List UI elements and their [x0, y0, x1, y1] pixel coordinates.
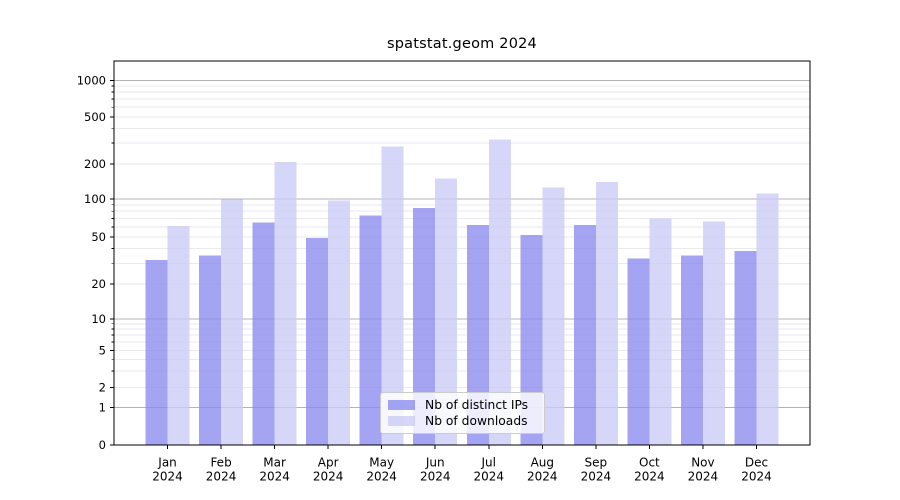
x-tick-label-month-jul: Jul	[481, 456, 496, 470]
y-tick-label-200: 200	[84, 157, 106, 171]
x-tick-label-year-sep: 2024	[581, 470, 612, 484]
x-tick-label-year-may: 2024	[366, 470, 397, 484]
bar-distinct-ips-may	[359, 215, 382, 445]
chart-title: spatstat.geom 2024	[387, 36, 537, 52]
y-tick-label-2: 2	[99, 380, 106, 394]
x-tick-label-month-apr: Apr	[318, 456, 339, 470]
bar-downloads-jun	[435, 178, 458, 445]
x-tick-label-year-jun: 2024	[420, 470, 451, 484]
chart-legend: Nb of distinct IPs Nb of downloads	[380, 392, 545, 434]
x-tick-label-month-jun: Jun	[425, 456, 445, 470]
x-tick-label-month-nov: Nov	[691, 456, 714, 470]
plot-border	[113, 60, 811, 446]
y-tick-label-100: 100	[84, 192, 106, 206]
x-tick-label-month-mar: Mar	[263, 456, 286, 470]
bar-downloads-mar	[274, 161, 297, 445]
bar-downloads-may	[381, 146, 404, 445]
bar-downloads-sep	[595, 182, 618, 445]
bar-distinct-ips-jun	[413, 207, 436, 445]
legend-item-distinct-ips: Nb of distinct IPs	[388, 398, 538, 412]
legend-swatch-distinct-ips	[388, 400, 415, 410]
x-tick-label-year-nov: 2024	[688, 470, 719, 484]
bar-distinct-ips-jul	[466, 225, 489, 445]
legend-label-distinct-ips: Nb of distinct IPs	[425, 398, 529, 412]
y-tick-label-5: 5	[99, 343, 106, 357]
y-tick-label-500: 500	[84, 110, 106, 124]
x-tick-label-year-dec: 2024	[741, 470, 772, 484]
x-tick-label-month-oct: Oct	[639, 456, 660, 470]
bar-distinct-ips-dec	[734, 251, 757, 445]
bar-distinct-ips-feb	[199, 255, 222, 445]
y-tick-label-10: 10	[91, 312, 106, 326]
x-tick-label-year-mar: 2024	[259, 470, 290, 484]
x-tick-label-year-jul: 2024	[473, 470, 504, 484]
legend-label-downloads: Nb of downloads	[425, 414, 528, 428]
bar-downloads-dec	[756, 193, 779, 445]
bar-distinct-ips-nov	[680, 255, 703, 445]
y-tick-label-1000: 1000	[77, 73, 106, 87]
x-tick-label-month-aug: Aug	[531, 456, 554, 470]
y-tick-label-1: 1	[99, 400, 106, 414]
bar-distinct-ips-sep	[573, 225, 596, 445]
bar-distinct-ips-jan	[145, 259, 168, 445]
y-tick-label-0: 0	[99, 438, 106, 452]
x-tick-label-month-dec: Dec	[745, 456, 768, 470]
legend-swatch-downloads	[388, 416, 415, 426]
x-tick-label-month-jan: Jan	[157, 456, 177, 470]
bar-downloads-oct	[649, 218, 672, 445]
x-tick-label-month-feb: Feb	[210, 456, 231, 470]
x-tick-label-year-oct: 2024	[634, 470, 665, 484]
bar-downloads-nov	[702, 221, 725, 445]
x-tick-label-month-may: May	[369, 456, 394, 470]
bar-distinct-ips-mar	[252, 222, 275, 445]
bar-downloads-jan	[167, 226, 190, 445]
legend-item-downloads: Nb of downloads	[388, 414, 538, 428]
x-tick-label-month-sep: Sep	[585, 456, 608, 470]
bar-distinct-ips-oct	[627, 258, 650, 445]
bar-downloads-feb	[221, 199, 244, 445]
bar-distinct-ips-apr	[306, 237, 329, 445]
y-tick-label-50: 50	[91, 230, 106, 244]
bar-downloads-jul	[488, 139, 511, 446]
x-tick-label-year-aug: 2024	[527, 470, 558, 484]
x-tick-label-year-feb: 2024	[206, 470, 237, 484]
x-tick-label-year-apr: 2024	[313, 470, 344, 484]
bar-downloads-aug	[542, 187, 565, 445]
x-tick-label-year-jan: 2024	[152, 470, 183, 484]
y-tick-label-20: 20	[91, 277, 106, 291]
bar-downloads-apr	[328, 200, 351, 445]
